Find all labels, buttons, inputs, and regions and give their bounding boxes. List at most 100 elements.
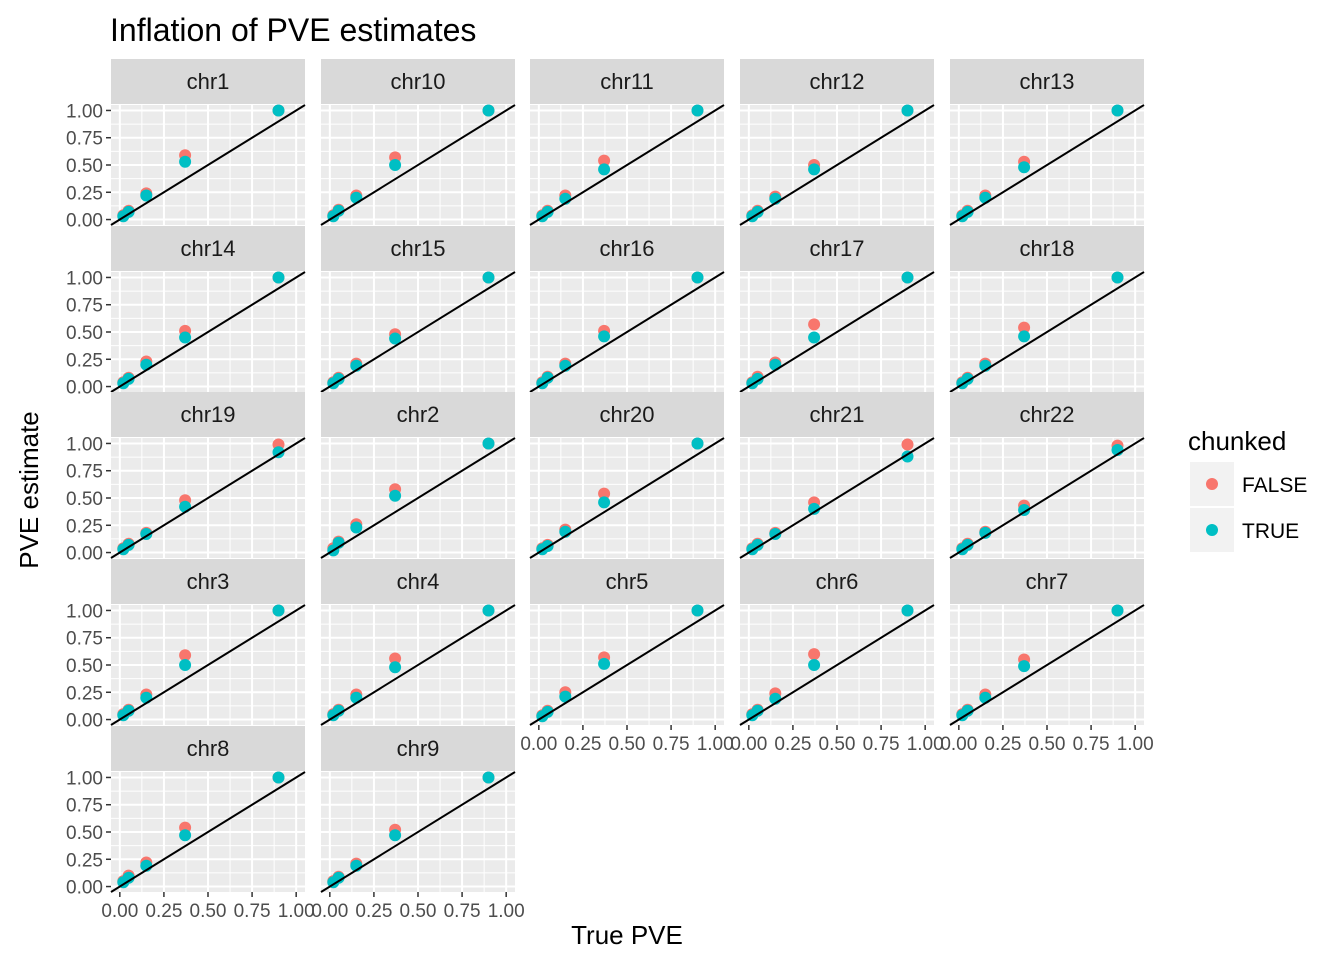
y-tick-label: 0.50 — [66, 323, 103, 344]
reference-line — [320, 271, 516, 393]
y-tick-label: 0.75 — [66, 129, 103, 150]
y-tick-label: 0.00 — [66, 378, 103, 399]
facet-panel: chr3 0.00 0.25 0.50 0.75 1.00 — [66, 559, 306, 732]
data-point-true — [179, 155, 192, 168]
data-point-true — [350, 191, 363, 204]
x-tick-label: 0.25 — [774, 734, 811, 755]
x-tick-label: 0.50 — [609, 734, 646, 755]
data-point-true — [1018, 660, 1031, 673]
data-point-true — [389, 159, 402, 171]
y-tick-label: 0.25 — [66, 183, 103, 204]
facet-label: chr9 — [397, 736, 440, 761]
x-tick-label: 0.25 — [984, 734, 1021, 755]
data-point-true — [769, 358, 782, 371]
facet-strip — [530, 226, 724, 271]
data-point-true — [808, 163, 821, 176]
x-tick-label: 0.50 — [190, 901, 227, 922]
facet-panel: chr17 — [739, 226, 935, 393]
reference-line — [529, 104, 725, 226]
x-tick-label: 0.25 — [564, 734, 601, 755]
data-point-true — [691, 604, 704, 617]
facet-panel: chr19 0.00 0.25 0.50 0.75 1.00 — [66, 392, 306, 565]
data-point-true — [122, 704, 135, 717]
data-point-true — [482, 437, 495, 450]
data-point-true — [179, 659, 192, 671]
facet-panel: chr1 0.00 0.25 0.50 0.75 1.00 — [66, 59, 306, 232]
data-point-true — [598, 330, 611, 343]
data-point-true — [122, 871, 135, 884]
data-point-false — [598, 154, 611, 167]
y-tick-label: 0.75 — [66, 796, 103, 817]
y-tick-label: 1.00 — [66, 101, 103, 122]
data-point-true — [1018, 330, 1031, 343]
data-point-true — [1018, 161, 1031, 174]
x-tick-label: 1.00 — [697, 734, 734, 755]
x-tick-label: 0.25 — [145, 901, 182, 922]
facet-panel: chr20 — [529, 392, 725, 559]
facet-label: chr8 — [187, 736, 230, 761]
data-point-true — [482, 271, 495, 284]
facet-strip — [950, 59, 1144, 104]
data-point-true — [179, 829, 192, 842]
reference-line — [110, 271, 306, 393]
legend-swatch-false — [1206, 478, 1218, 490]
data-point-true — [901, 104, 914, 117]
x-tick-label: 1.00 — [1117, 734, 1154, 755]
x-tick-label: 1.00 — [278, 901, 315, 922]
x-tick-label: 1.00 — [907, 734, 944, 755]
reference-line — [949, 104, 1145, 226]
facet-label: chr21 — [809, 402, 864, 427]
data-point-true — [751, 704, 764, 717]
facet-label: chr1 — [187, 69, 230, 94]
facet-label: chr3 — [187, 569, 230, 594]
data-point-true — [272, 271, 285, 284]
facet-strip — [740, 392, 934, 437]
reference-line — [739, 104, 935, 226]
reference-line — [320, 771, 516, 893]
data-point-true — [691, 104, 704, 117]
facet-label: chr4 — [397, 569, 440, 594]
reference-line — [110, 604, 306, 726]
x-tick-label: 0.00 — [520, 734, 557, 755]
facet-panel: chr9 0.00 0.25 0.50 0.75 1.00 — [311, 726, 525, 922]
facet-label: chr13 — [1019, 69, 1074, 94]
facet-strip — [321, 392, 515, 437]
data-point-false — [808, 648, 821, 661]
data-point-true — [179, 331, 192, 344]
y-tick-label: 1.00 — [66, 268, 103, 289]
data-point-true — [598, 163, 611, 176]
data-point-true — [1111, 271, 1124, 284]
y-tick-label: 0.00 — [66, 211, 103, 232]
data-point-true — [541, 371, 554, 384]
y-tick-label: 0.00 — [66, 878, 103, 899]
data-point-true — [598, 496, 611, 509]
x-tick-label: 0.75 — [1073, 734, 1110, 755]
facet-label: chr20 — [599, 402, 654, 427]
facet-panel: chr14 0.00 0.25 0.50 0.75 1.00 — [66, 226, 306, 399]
facet-panel: chr13 — [949, 59, 1145, 226]
data-point-true — [482, 771, 495, 784]
reference-line — [949, 271, 1145, 393]
data-point-true — [961, 704, 974, 717]
y-tick-label: 0.75 — [66, 296, 103, 317]
facet-strip — [321, 226, 515, 271]
x-tick-label: 0.75 — [863, 734, 900, 755]
facet-panel: chr21 — [739, 392, 935, 559]
data-point-true — [332, 204, 345, 217]
x-tick-label: 0.50 — [400, 901, 437, 922]
facet-strip — [321, 559, 515, 604]
facet-label: chr14 — [180, 236, 235, 261]
data-point-true — [350, 521, 363, 534]
data-point-true — [559, 690, 572, 703]
data-point-true — [140, 691, 153, 704]
facet-label: chr15 — [390, 236, 445, 261]
data-point-true — [808, 659, 821, 671]
facet-panel: chr5 0.00 0.25 0.50 0.75 1.00 — [520, 559, 734, 755]
y-tick-label: 0.25 — [66, 350, 103, 371]
data-point-true — [901, 604, 914, 617]
y-tick-label: 0.75 — [66, 629, 103, 650]
data-point-true — [389, 829, 402, 842]
data-point-true — [389, 332, 402, 345]
facet-strip — [111, 726, 305, 771]
facet-panel: chr4 — [320, 559, 516, 726]
